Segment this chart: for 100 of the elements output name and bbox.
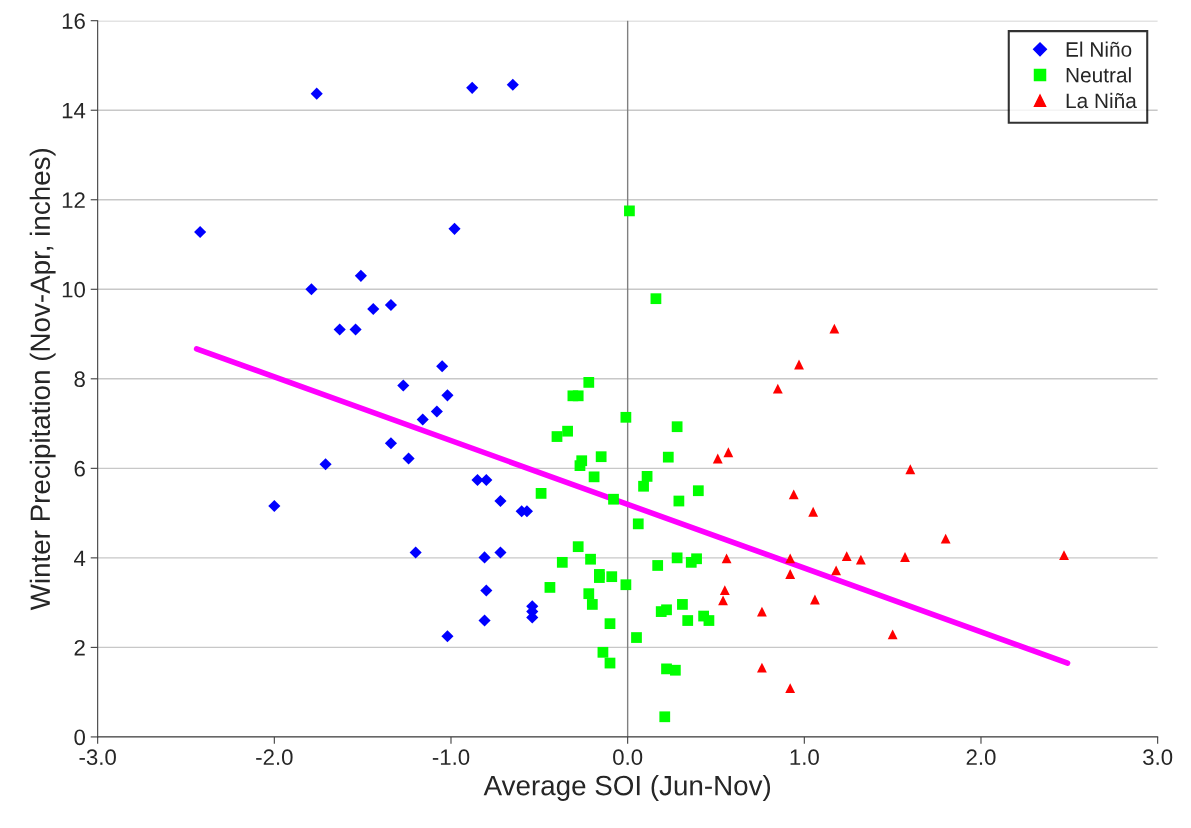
point: [661, 604, 672, 616]
point: [631, 632, 642, 643]
point: [900, 552, 910, 562]
x-axis-title: Average SOI (Jun-Nov): [483, 775, 771, 801]
point: [595, 451, 607, 463]
point: [604, 618, 616, 630]
point: [402, 452, 415, 465]
x-tick-label: 2.0: [966, 749, 996, 766]
point: [586, 599, 598, 610]
point: [788, 489, 799, 500]
point: [562, 425, 573, 437]
point: [585, 553, 596, 565]
point: [719, 585, 730, 595]
point: [810, 594, 820, 605]
point: [757, 662, 767, 673]
x-tick-label: -3.0: [79, 749, 116, 766]
point: [416, 413, 429, 426]
legend-label: El Niño: [1066, 41, 1132, 57]
point: [662, 451, 674, 463]
point: [855, 554, 866, 565]
point: [772, 383, 783, 394]
point: [940, 533, 951, 544]
point: [597, 646, 609, 658]
x-tick-label: 0.0: [613, 749, 643, 766]
point: [448, 222, 461, 235]
point: [671, 552, 683, 564]
point: [703, 615, 715, 626]
point: [723, 447, 734, 458]
point: [887, 629, 898, 640]
point: [480, 584, 493, 597]
point: [785, 569, 796, 579]
point: [671, 421, 683, 433]
point: [608, 493, 619, 505]
point: [441, 630, 454, 643]
point: [333, 323, 346, 336]
point: [319, 458, 332, 471]
point: [682, 615, 694, 626]
point: [478, 614, 491, 627]
point: [544, 582, 556, 593]
y-tick-label: 8: [74, 371, 85, 388]
legend-label: Neutral: [1066, 67, 1131, 83]
point: [691, 553, 702, 565]
point: [620, 579, 632, 591]
point: [409, 546, 422, 559]
point: [659, 711, 671, 723]
point: [268, 499, 281, 512]
x-tick-label: 1.0: [790, 749, 819, 766]
point: [583, 377, 595, 388]
point: [471, 473, 484, 487]
point: [588, 471, 600, 483]
point: [535, 488, 547, 499]
point: [677, 599, 688, 610]
point: [905, 464, 916, 475]
point: [785, 553, 796, 564]
x-tick-label: 3.0: [1143, 749, 1173, 766]
point: [624, 205, 635, 217]
point: [436, 360, 449, 373]
point: [606, 571, 618, 583]
point: [430, 405, 443, 418]
y-tick-label: 12: [62, 192, 85, 208]
point: [194, 225, 207, 239]
point: [466, 81, 479, 94]
point: [757, 606, 767, 617]
point: [494, 546, 507, 559]
point: [721, 553, 732, 564]
point: [652, 560, 664, 571]
y-tick-label: 10: [62, 281, 85, 298]
point: [785, 683, 796, 694]
point: [669, 664, 681, 676]
point: [494, 494, 507, 508]
x-tick-label: -1.0: [432, 749, 470, 766]
point: [572, 541, 584, 553]
point: [718, 595, 728, 606]
point: [1059, 550, 1069, 561]
point: [310, 87, 323, 100]
point: [692, 485, 704, 497]
y-tick-label: 14: [62, 102, 86, 119]
point: [397, 379, 410, 392]
point: [349, 323, 362, 336]
point: [583, 588, 595, 600]
point: [620, 411, 632, 423]
point: [841, 551, 852, 561]
point: [354, 269, 367, 282]
point: [551, 431, 563, 442]
point: [367, 302, 380, 316]
y-tick-label: 4: [74, 550, 86, 566]
y-tick-label: 16: [62, 13, 85, 29]
y-tick-label: 6: [74, 460, 85, 477]
point: [712, 453, 723, 464]
point: [831, 565, 842, 576]
point: [808, 506, 819, 517]
point: [441, 389, 454, 402]
point: [384, 437, 397, 450]
y-tick-label: 0: [74, 729, 85, 746]
point: [506, 78, 519, 91]
legend-label: La Niña: [1066, 92, 1137, 109]
point: [556, 556, 568, 568]
point: [829, 323, 840, 334]
point: [384, 298, 397, 311]
x-tick-label: -2.0: [256, 749, 293, 766]
